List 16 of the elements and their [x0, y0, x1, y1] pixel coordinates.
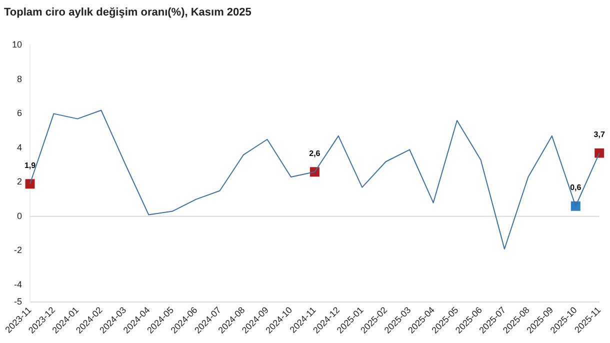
y-tick-label: 0: [16, 210, 22, 221]
data-label: 3,7: [594, 130, 606, 140]
point: [594, 148, 604, 158]
y-tick-label: 4: [16, 142, 22, 152]
y-tick-label: -5: [14, 296, 22, 306]
y-tick-label: 10: [12, 40, 22, 50]
y-tick-label: 8: [16, 74, 22, 84]
data-label: 2,6: [309, 148, 321, 158]
data-label: 1,9: [24, 160, 36, 170]
y-tick-label: 2: [16, 176, 22, 187]
y-tick-label: -2: [14, 245, 22, 256]
point: [25, 179, 35, 189]
chart-title: Toplam ciro aylık değişim oranı(%), Kasım 2025: [4, 6, 252, 19]
data-label: 0,6: [570, 183, 582, 192]
y-tick-label: 6: [16, 108, 22, 118]
y-tick-label: -4: [14, 279, 22, 290]
